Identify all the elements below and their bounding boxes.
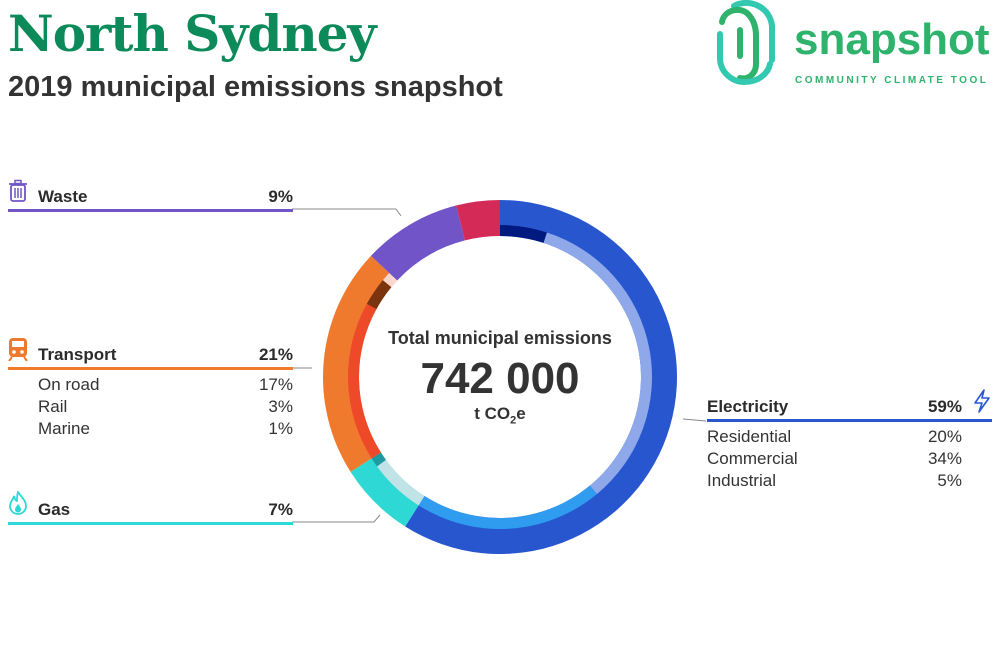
transport-label: Transport [38,345,117,364]
gas-label: Gas [38,500,71,519]
logo-tagline: COMMUNITY CLIMATE TOOL [795,75,989,86]
logo-wordmark: snapshot [794,15,990,64]
list-item: Commercial 34% [707,449,962,468]
donut-slice-on-road [348,303,381,459]
donut-slice-inner-ring-3 [377,459,425,506]
center-title: Total municipal emissions [388,328,612,348]
leader-lines [292,208,707,523]
gas-category: Gas 7% [8,496,293,525]
donut-slice-industrial [500,225,547,243]
donut-slice-commercial [543,232,653,495]
donut-slice-waste [370,205,465,281]
donut-slice-transport [322,255,398,472]
waste-bin-icon [9,179,27,202]
gas-underline [8,522,293,525]
donut-slice-electricity [405,200,677,554]
outer-ring [322,200,677,554]
page-subtitle: 2019 municipal emissions snapshot [8,71,503,103]
donut-slice-inner-ring-4 [371,452,386,467]
gas-percent: 7% [268,500,293,519]
list-item: Residential 20% [707,427,962,446]
lightning-icon [974,389,990,413]
transport-underline [8,367,293,370]
train-icon [8,338,28,361]
electricity-category: Electricity 59% Residential 20% Commercia… [707,393,992,492]
electricity-percent: 59% [927,397,962,416]
waste-percent: 9% [268,187,293,206]
donut-slice-residential [418,485,597,529]
waste-leader-line [292,208,402,217]
gas-leader-line [292,514,381,523]
donut-slice-gas [350,452,425,527]
donut-slice-rail [366,280,392,310]
emissions-unit: t CO2e [474,404,526,427]
donut-slice-marine [382,272,398,288]
fingerprint-logo-icon [717,0,775,86]
list-item: Industrial 5% [707,471,962,490]
flame-icon [9,491,27,515]
electricity-leader-line [682,418,707,422]
electricity-underline [707,419,992,422]
transport-category: Transport 21% On road 17% Rail 3% Marine 1% [8,341,293,440]
waste-underline [8,209,293,212]
inner-ring [348,225,653,529]
electricity-label: Electricity [707,397,789,416]
waste-category: Waste 9% [8,183,293,212]
page-title: North Sydney [8,4,377,63]
transport-percent: 21% [258,345,293,364]
list-item: Marine 1% [38,419,293,438]
waste-label: Waste [38,187,88,206]
donut-slice-outer-ring-4 [455,200,500,241]
list-item: On road 17% [38,375,293,394]
list-item: Rail 3% [38,397,293,416]
total-emissions-value: 742 000 [420,354,580,403]
